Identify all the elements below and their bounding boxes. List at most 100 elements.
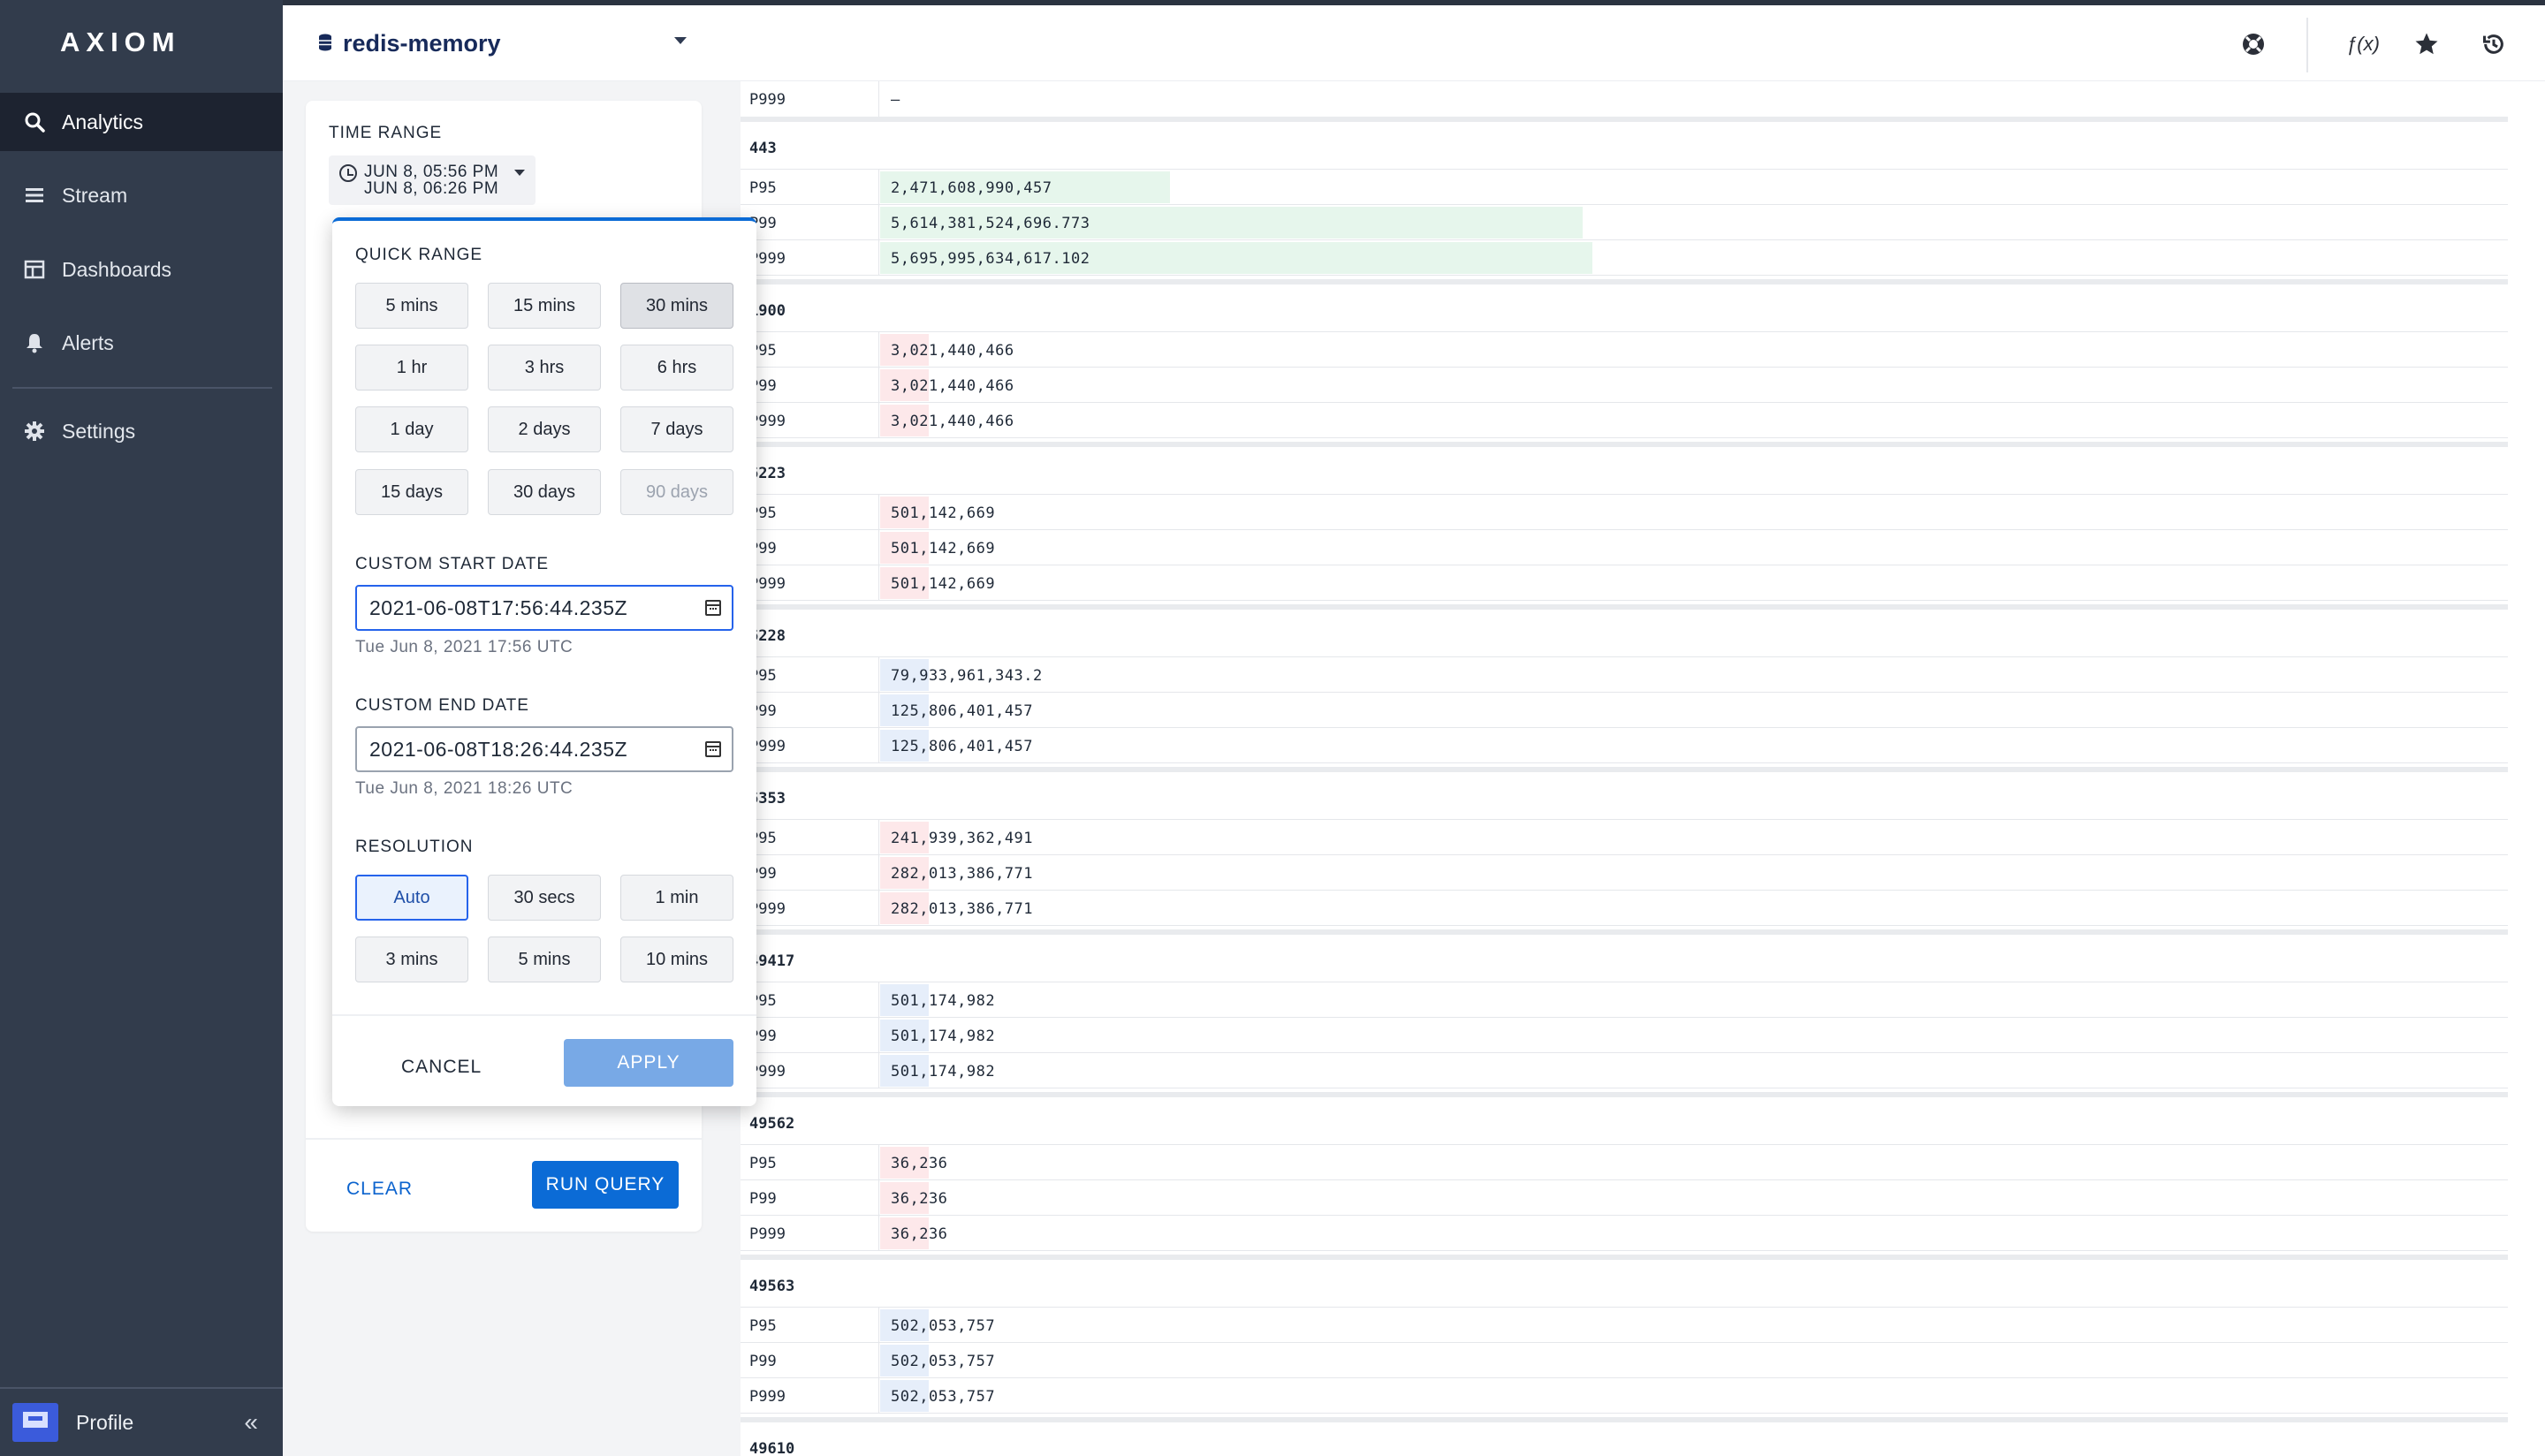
star-icon[interactable]	[2407, 25, 2446, 64]
row-label: P999	[749, 575, 786, 593]
quick-range-2-days[interactable]: 2 days	[488, 406, 601, 452]
row-value: 36,236	[891, 1155, 948, 1172]
collapse-sidebar-icon[interactable]: «	[244, 1408, 258, 1436]
time-range-start: JUN 8, 05:56 PM	[364, 163, 499, 181]
table-row: P99 125,806,401,457	[741, 693, 2508, 728]
group-key: 49417	[749, 952, 795, 970]
row-value: 5,695,995,634,617.102	[891, 250, 1090, 268]
sidebar-item-analytics[interactable]: Analytics	[0, 93, 283, 151]
sidebar-item-alerts[interactable]: Alerts	[0, 314, 283, 372]
table-row: P95 79,933,961,343.2	[741, 657, 2508, 693]
run-query-button[interactable]: RUN QUERY	[532, 1161, 679, 1209]
quick-range-15-mins[interactable]: 15 mins	[488, 283, 601, 329]
quick-range-7-days[interactable]: 7 days	[620, 406, 733, 452]
help-icon[interactable]	[2234, 25, 2273, 64]
quick-range-15-days[interactable]: 15 days	[355, 469, 468, 515]
row-divider	[741, 331, 2508, 332]
clear-button[interactable]: CLEAR	[346, 1179, 414, 1199]
row-divider	[741, 1052, 2508, 1053]
sidebar-item-label: Analytics	[62, 110, 144, 133]
table-row: P95 241,939,362,491	[741, 820, 2508, 855]
top-border	[0, 0, 2545, 5]
row-divider	[741, 890, 2508, 891]
row-divider	[741, 1144, 2508, 1145]
row-label: P95	[749, 179, 777, 197]
row-value: 79,933,961,343.2	[891, 667, 1043, 685]
row-value: 2,471,608,990,457	[891, 179, 1052, 197]
group-header: 1900	[741, 279, 2508, 332]
group-separator	[741, 442, 2508, 447]
table-row: P999 3,021,440,466	[741, 403, 2508, 438]
sidebar-item-stream[interactable]: Stream	[0, 166, 283, 224]
header-divider	[2306, 18, 2308, 72]
cancel-button[interactable]: CANCEL	[401, 1057, 482, 1077]
table-row: P999 502,053,757	[741, 1378, 2508, 1414]
group-header: 49610	[741, 1417, 2508, 1456]
group-key: 6353	[749, 790, 786, 808]
cell-divider	[878, 891, 879, 926]
value-bar	[880, 1055, 929, 1087]
value-bar	[880, 171, 1170, 203]
group-separator	[741, 929, 2508, 935]
quick-range-90-days: 90 days	[620, 469, 733, 515]
resolution-10-mins[interactable]: 10 mins	[620, 937, 733, 982]
sidebar-item-dashboards[interactable]: Dashboards	[0, 240, 283, 299]
group-key: 6228	[749, 627, 786, 645]
resolution-5-mins[interactable]: 5 mins	[488, 937, 601, 982]
row-label: P999	[749, 738, 786, 755]
group-header: 443	[741, 117, 2508, 170]
chevron-down-icon[interactable]	[674, 37, 687, 44]
group-header: 6353	[741, 767, 2508, 820]
value-bar	[880, 567, 929, 599]
quick-range-6-hrs[interactable]: 6 hrs	[620, 345, 733, 391]
calendar-icon[interactable]	[705, 600, 721, 616]
row-divider	[741, 854, 2508, 855]
table-row: P95 36,236	[741, 1145, 2508, 1180]
apply-button[interactable]: APPLY	[564, 1039, 733, 1087]
table-row: P95 501,174,982	[741, 982, 2508, 1018]
sidebar-item-settings[interactable]: Settings	[0, 402, 283, 460]
resolution-3-mins[interactable]: 3 mins	[355, 937, 468, 982]
row-label: P95	[749, 1317, 777, 1335]
custom-start-input[interactable]: 2021-06-08T17:56:44.235Z	[355, 585, 733, 631]
value-bar	[880, 334, 929, 366]
value-bar	[880, 369, 929, 401]
group-key: 443	[749, 140, 777, 157]
quick-range-1-hr[interactable]: 1 hr	[355, 345, 468, 391]
value-bar	[880, 1182, 929, 1214]
resolution-30-secs[interactable]: 30 secs	[488, 875, 601, 921]
function-icon[interactable]: ƒ(x)	[2346, 33, 2380, 55]
value-bar	[880, 1217, 929, 1249]
row-value: 501,142,669	[891, 575, 996, 593]
custom-end-value: 2021-06-08T18:26:44.235Z	[369, 737, 628, 761]
quick-range-30-mins[interactable]: 30 mins	[620, 283, 733, 329]
value-bar	[880, 532, 929, 564]
cell-divider	[878, 1145, 879, 1180]
cell-divider	[878, 1308, 879, 1343]
scrollbar-track[interactable]	[2508, 81, 2545, 1456]
resolution-label: RESOLUTION	[355, 838, 474, 856]
history-icon[interactable]	[2474, 25, 2513, 64]
quick-range-3-hrs[interactable]: 3 hrs	[488, 345, 601, 391]
quick-range-30-days[interactable]: 30 days	[488, 469, 601, 515]
cell-divider	[878, 332, 879, 368]
group-header: 49417	[741, 929, 2508, 982]
quick-range-5-mins[interactable]: 5 mins	[355, 283, 468, 329]
group-separator	[741, 767, 2508, 772]
resolution-auto[interactable]: Auto	[355, 875, 468, 921]
row-label: P999	[749, 91, 786, 109]
custom-end-input[interactable]: 2021-06-08T18:26:44.235Z	[355, 726, 733, 772]
table-row: P99 501,142,669	[741, 530, 2508, 565]
profile-menu[interactable]: Profile «	[0, 1387, 283, 1456]
quick-range-1-day[interactable]: 1 day	[355, 406, 468, 452]
calendar-icon[interactable]	[705, 741, 721, 757]
time-picker-popover: QUICK RANGE 5 mins 15 mins 30 mins 1 hr …	[332, 217, 756, 1106]
value-bar	[880, 659, 929, 691]
resolution-1-min[interactable]: 1 min	[620, 875, 733, 921]
row-value: 36,236	[891, 1190, 948, 1208]
group-header: 6228	[741, 604, 2508, 657]
value-bar	[880, 1020, 929, 1051]
dataset-selector[interactable]: redis-memory	[343, 30, 501, 57]
cell-divider	[878, 1018, 879, 1053]
time-range-button[interactable]: JUN 8, 05:56 PM JUN 8, 06:26 PM	[329, 155, 536, 205]
